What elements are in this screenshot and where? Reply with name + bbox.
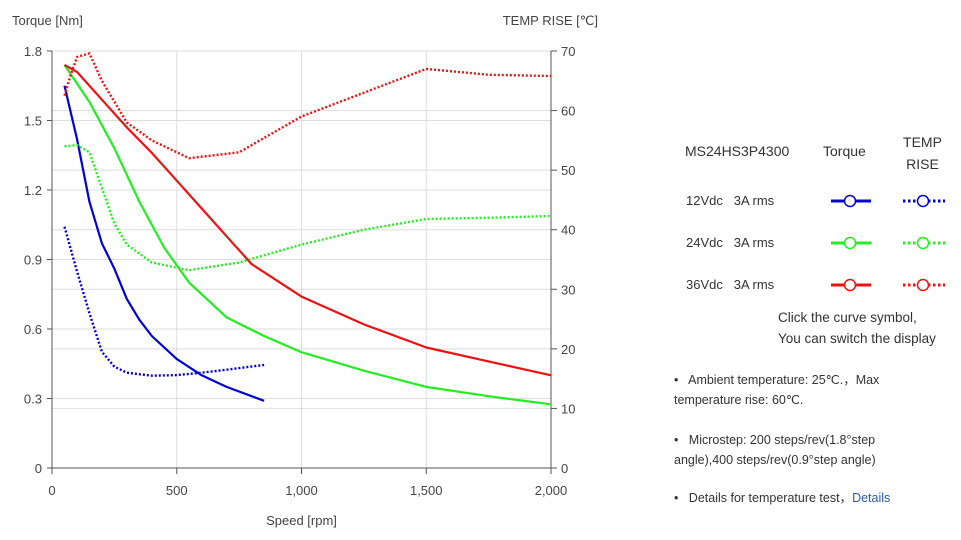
ytick-left-label: 0 — [35, 461, 42, 476]
legend-model: MS24HS3P4300 — [685, 143, 790, 159]
legend-current: 3A rms — [733, 235, 775, 250]
series-line-4 — [63, 63, 552, 377]
xtick-label: 500 — [166, 483, 188, 498]
xtick-label: 1,000 — [285, 483, 318, 498]
torque-curve-toggle-icon[interactable] — [830, 235, 872, 251]
torque-curve-toggle-icon[interactable] — [830, 193, 872, 209]
x-axis-title: Speed [rpm] — [266, 513, 337, 528]
ytick-right-label: 10 — [561, 401, 575, 416]
legend-voltage: 24Vdc — [686, 235, 723, 250]
hint-line-1: Click the curve symbol, — [778, 310, 917, 325]
legend-hint: Click the curve symbol, You can switch t… — [778, 307, 936, 349]
ytick-left-label: 1.8 — [24, 44, 42, 59]
legend-row-label: 12Vdc 3A rms — [686, 193, 774, 208]
torque-curve-toggle-icon[interactable] — [830, 277, 872, 293]
legend-current: 3A rms — [733, 193, 775, 208]
ytick-right-label: 40 — [561, 223, 575, 238]
ytick-right-label: 70 — [561, 44, 575, 59]
legend-temp-header: TEMP RISE — [903, 134, 942, 172]
ytick-right-label: 20 — [561, 342, 575, 357]
temp-curve-toggle-icon[interactable] — [902, 277, 946, 293]
series-line-2 — [63, 64, 552, 406]
note-details: • Details for temperature test，Details — [674, 491, 891, 505]
series-line-0 — [63, 85, 265, 402]
y-axis-right-title: TEMP RISE [℃] — [503, 13, 598, 28]
ytick-left-label: 1.5 — [24, 114, 42, 129]
ytick-right-label: 50 — [561, 163, 575, 178]
legend-row-label: 24Vdc 3A rms — [686, 235, 774, 250]
note-microstep: • Microstep: 200 steps/rev(1.8°step angl… — [674, 433, 876, 467]
note-ambient-text: Ambient temperature: 25℃.，Max temperatur… — [674, 373, 880, 407]
ytick-right-label: 30 — [561, 282, 575, 297]
torque-temp-chart: 0 0.3 0.6 0.9 1.2 1.5 1.8 0 10 20 30 40 50 60 70 0 500 1,… — [12, 13, 598, 528]
ytick-left-label: 0.3 — [24, 392, 42, 407]
note-ambient: • Ambient temperature: 25℃.，Max temperat… — [674, 373, 880, 407]
series-line-3 — [64, 143, 552, 272]
legend-row-label: 36Vdc 3A rms — [686, 277, 774, 292]
ytick-right-label: 60 — [561, 104, 575, 119]
xtick-label: 2,000 — [535, 483, 568, 498]
details-link[interactable]: Details — [852, 491, 891, 505]
ytick-left-label: 1.2 — [24, 183, 42, 198]
note-microstep-text: Microstep: 200 steps/rev(1.8°step angle)… — [674, 433, 876, 467]
temp-curve-toggle-icon[interactable] — [902, 193, 946, 209]
ytick-left-label: 0.9 — [24, 253, 42, 268]
note-details-text: Details for temperature test， — [688, 491, 853, 505]
legend-current: 3A rms — [733, 277, 775, 292]
legend-torque-header: Torque — [823, 143, 866, 159]
hint-line-2: You can switch the display — [778, 331, 936, 346]
legend-voltage: 36Vdc — [686, 277, 723, 292]
series-line-5 — [63, 52, 552, 160]
xtick-label: 0 — [48, 483, 55, 498]
temp-curve-toggle-icon[interactable] — [902, 235, 946, 251]
legend-voltage: 12Vdc — [686, 193, 723, 208]
y-axis-left-title: Torque [Nm] — [12, 13, 83, 28]
xtick-label: 1,500 — [410, 483, 443, 498]
ytick-right-label: 0 — [561, 461, 568, 476]
ytick-left-label: 0.6 — [24, 322, 42, 337]
